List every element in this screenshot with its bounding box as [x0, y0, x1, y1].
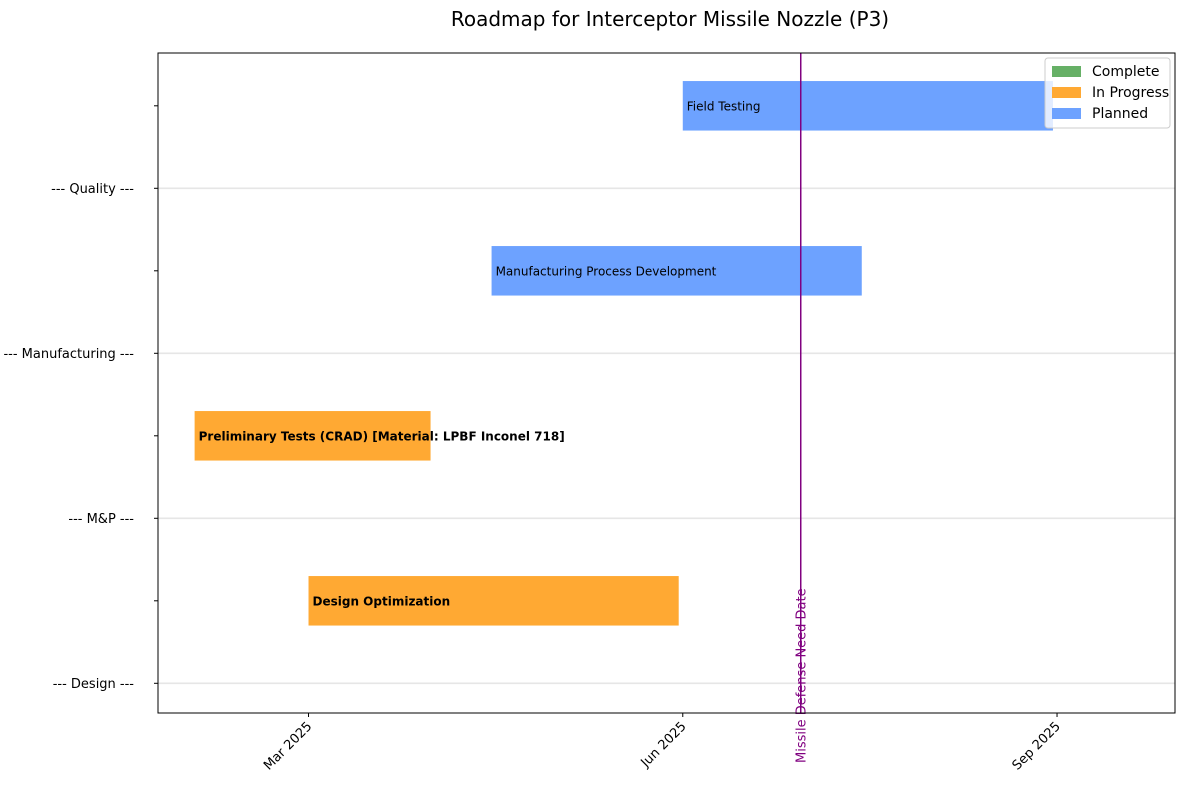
milestone-label: Missile Defense Need Date — [795, 588, 810, 763]
chart-title: Roadmap for Interceptor Missile Nozzle (… — [451, 7, 889, 31]
legend-swatch — [1052, 66, 1081, 77]
legend: Complete In Progress Planned — [1044, 57, 1171, 129]
task-bars: Design Optimization Preliminary Tests (CR… — [194, 81, 1053, 626]
y-tick-label: --- Quality --- — [51, 182, 134, 197]
legend-swatch — [1052, 108, 1081, 119]
task-bar — [194, 411, 431, 461]
y-tick-label: --- Manufacturing --- — [3, 347, 134, 362]
legend-entry: Planned — [1092, 106, 1148, 122]
legend-entry: Complete — [1092, 64, 1159, 80]
x-tick-label: Mar 2025 — [261, 719, 315, 773]
task-label: Field Testing — [687, 99, 761, 113]
y-tick-label: --- M&P --- — [68, 512, 134, 527]
task-label: Manufacturing Process Development — [496, 264, 717, 278]
y-axis: --- Design --- --- M&P --- --- Manufacturi… — [3, 105, 158, 692]
x-tick-label: Jun 2025 — [638, 719, 690, 771]
task-bar — [682, 81, 1053, 131]
x-tick-label: Sep 2025 — [1010, 719, 1064, 773]
task-bar — [308, 576, 679, 626]
y-tick-label: --- Design --- — [53, 677, 135, 692]
milestone-markers: Missile Defense Need Date — [795, 53, 810, 763]
legend-entry: In Progress — [1092, 85, 1169, 101]
x-axis: Mar 2025 Jun 2025 Sep 2025 — [261, 713, 1064, 773]
plot-area-frame — [157, 52, 1176, 714]
grid-lines — [158, 187, 1175, 685]
task-label: Preliminary Tests (CRAD) [Material: LPBF… — [199, 429, 565, 443]
task-label: Design Optimization — [313, 594, 451, 608]
legend-swatch — [1052, 87, 1081, 98]
